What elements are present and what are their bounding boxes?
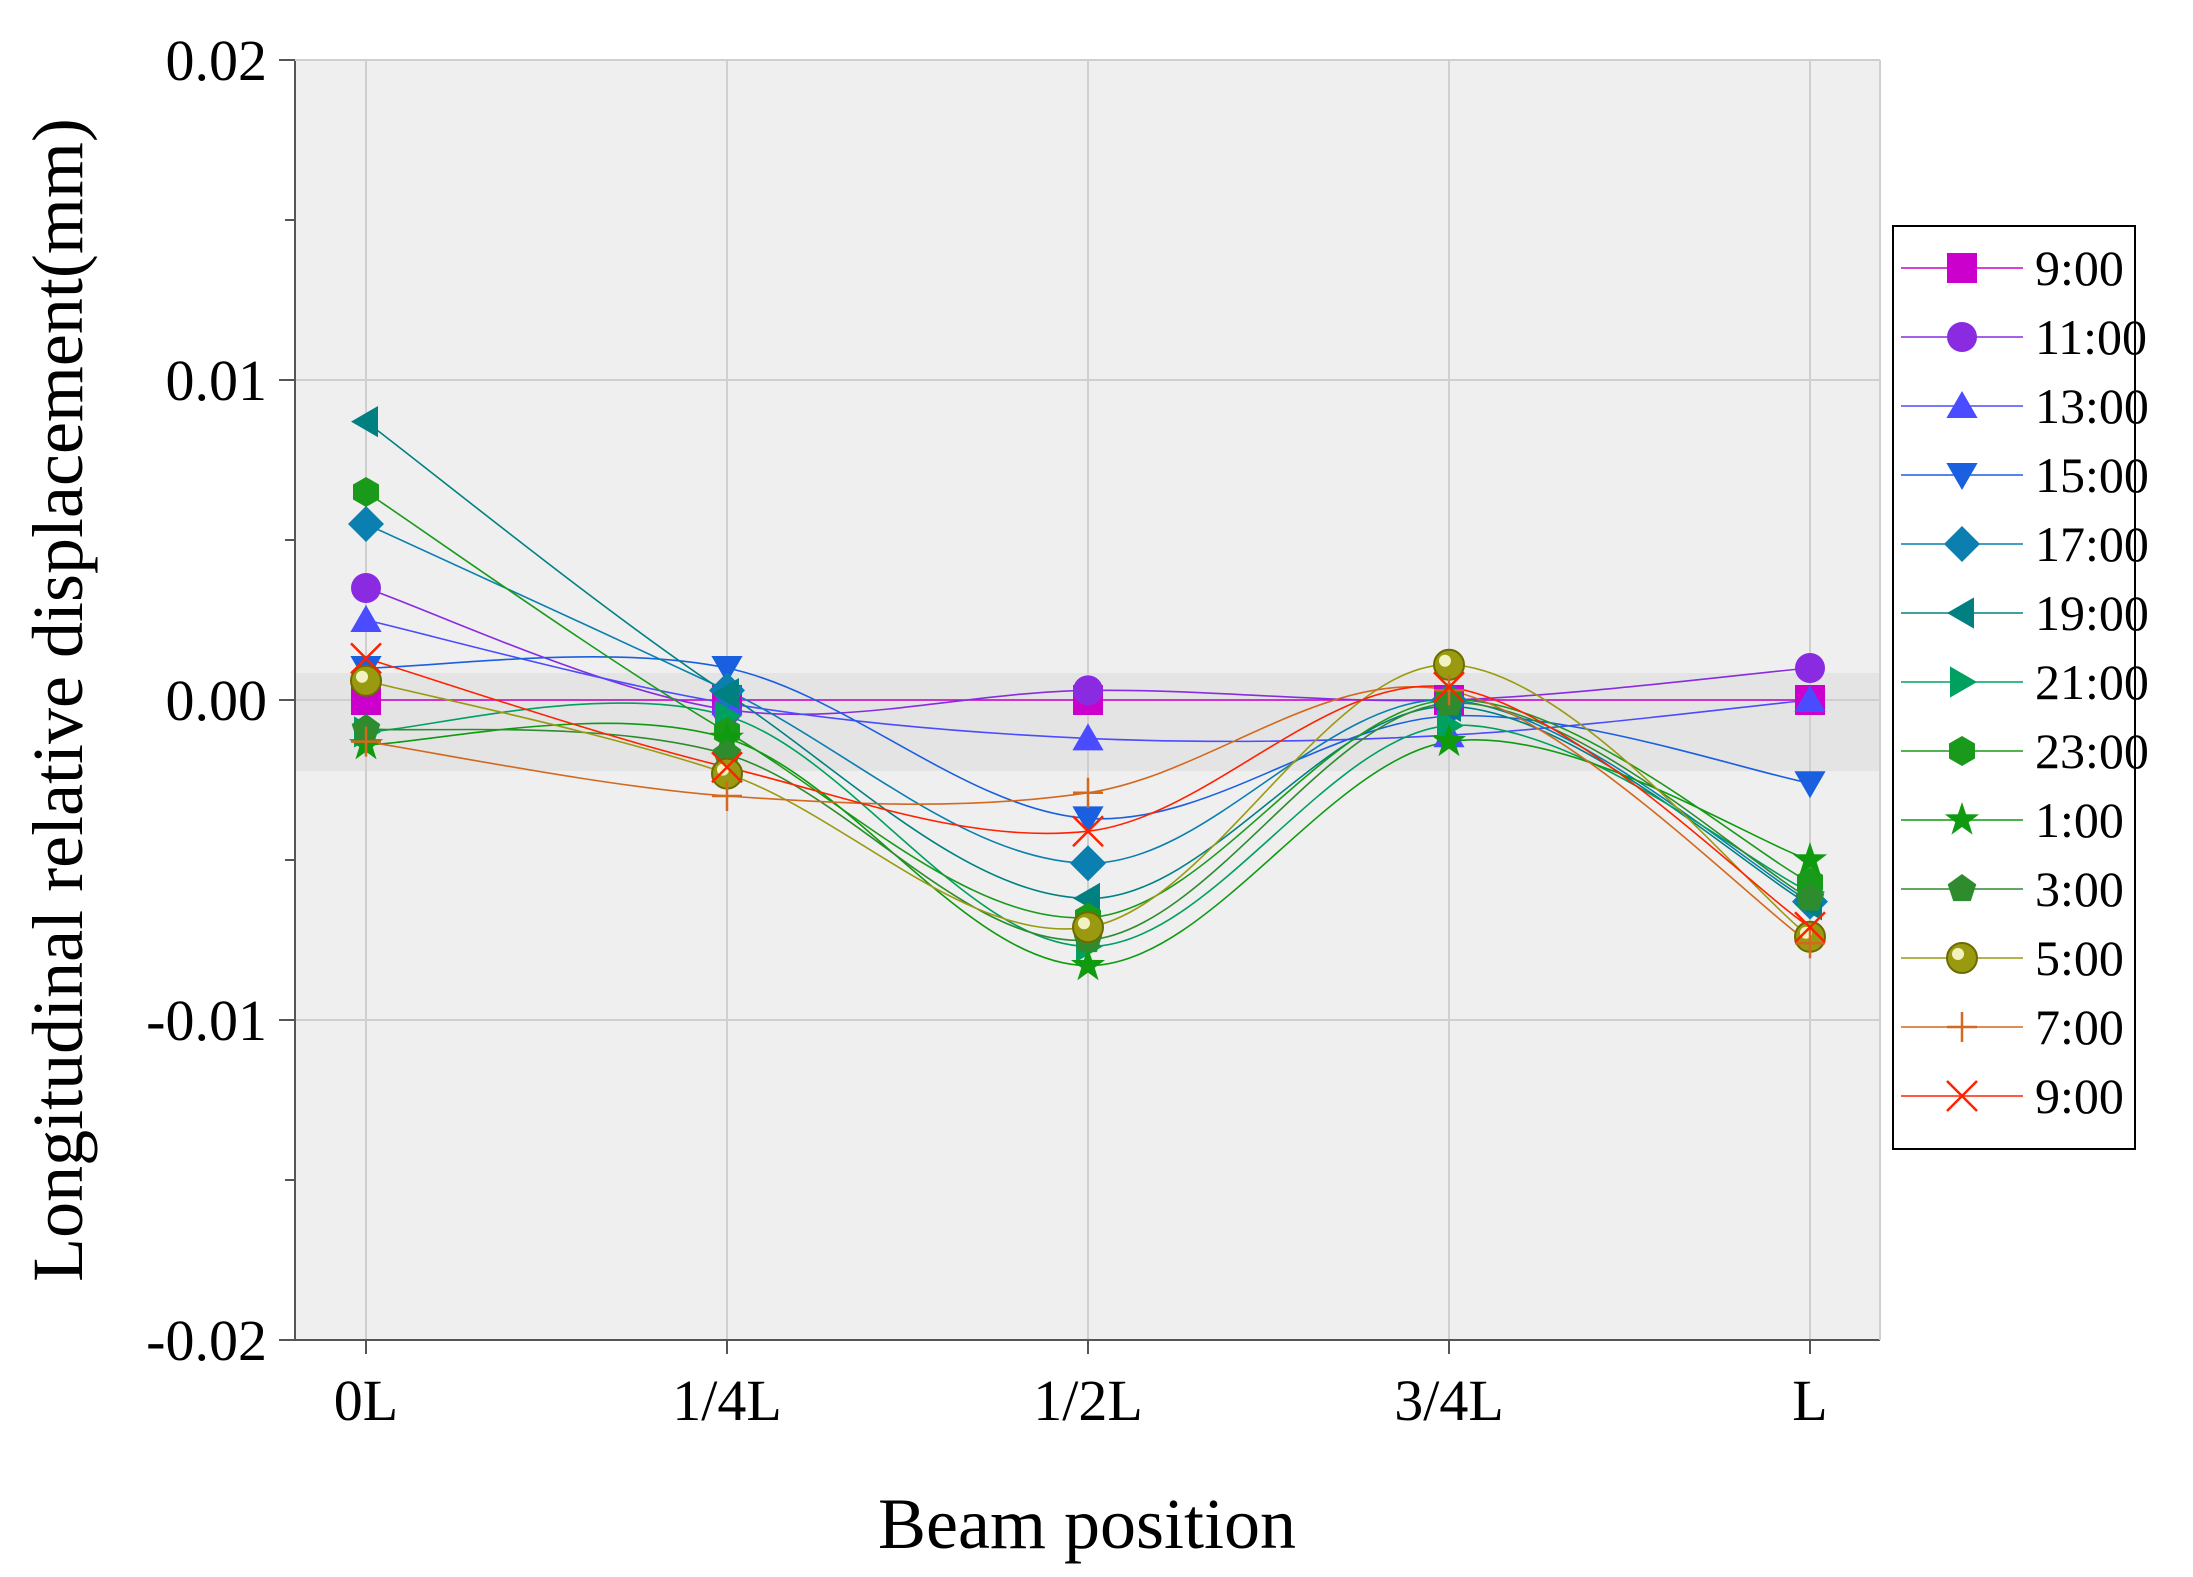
data-point-s12-p3	[1433, 671, 1465, 704]
data-point-s2-p2	[1072, 723, 1104, 751]
series-markers	[348, 406, 1828, 981]
legend-marker	[1947, 253, 1977, 283]
series-line-12	[365, 657, 1811, 928]
series-line-10	[365, 663, 1811, 938]
legend-box	[1892, 225, 2136, 1150]
legend-item-4: 17:00	[1901, 516, 2149, 572]
legend-label: 9:00	[2035, 1068, 2124, 1124]
x-tick-label: 1/2L	[1033, 1368, 1143, 1433]
data-point-s1-p4	[1795, 653, 1825, 683]
data-point-s8-p4	[1792, 842, 1828, 875]
tick-labels: 0.02 0.01 0.00 -0.01 -0.02 0L 1/4L 1/2L 3/4L L	[146, 28, 1828, 1433]
legend-item-2: 13:00	[1901, 378, 2149, 434]
legend: 9:00 11:00 13:00 15:00 17:00 19:00 21:00 23:00 1…	[1892, 225, 2149, 1150]
y-tick-label: 0.02	[166, 28, 268, 93]
legend-label: 11:00	[2035, 309, 2147, 365]
x-tick-label: 1/4L	[672, 1368, 782, 1433]
legend-item-10: 5:00	[1901, 930, 2124, 986]
legend-item-6: 21:00	[1901, 654, 2149, 710]
legend-marker	[1947, 874, 1977, 902]
x-tick-label: 0L	[334, 1368, 398, 1433]
x-tick-label: L	[1792, 1368, 1827, 1433]
legend-marker	[1947, 1012, 1977, 1042]
data-point-s1-p2	[1073, 675, 1103, 706]
data-point-s12-p4	[1794, 911, 1826, 944]
legend-item-5: 19:00	[1901, 585, 2149, 641]
data-point-s6-p3	[1437, 710, 1464, 742]
data-point-s11-p4	[1795, 928, 1825, 959]
data-point-s10-p3-highlight	[1439, 654, 1451, 667]
data-point-s8-p2	[1070, 947, 1106, 981]
data-point-s3-p2	[1072, 806, 1104, 834]
data-point-s10-p0	[350, 664, 382, 697]
legend-marker	[1944, 526, 1980, 562]
legend-label: 15:00	[2035, 447, 2149, 503]
legend-label: 9:00	[2035, 240, 2124, 296]
y-tick-label: 0.00	[166, 668, 268, 733]
legend-label: 23:00	[2035, 723, 2149, 779]
legend-marker	[1944, 802, 1980, 835]
legend-marker	[1949, 736, 1975, 766]
data-point-s12-p1	[711, 751, 743, 784]
legend-item-1: 11:00	[1901, 309, 2147, 365]
legend-marker	[1946, 942, 1978, 974]
legend-marker	[1950, 666, 1977, 698]
data-point-s10-p2-highlight	[1078, 917, 1090, 930]
data-point-s12-p2	[1072, 815, 1104, 848]
legend-label: 17:00	[2035, 516, 2149, 572]
legend-item-11: 7:00	[1901, 999, 2124, 1055]
data-point-s4-p2	[1070, 845, 1106, 882]
legend-item-3: 15:00	[1901, 447, 2149, 503]
axes	[279, 59, 1881, 1354]
x-axis-title: Beam position	[878, 1484, 1296, 1564]
legend-label: 3:00	[2035, 861, 2124, 917]
legend-label: 7:00	[2035, 999, 2124, 1055]
x-tick-label: 3/4L	[1394, 1368, 1504, 1433]
data-point-s3-p4	[1794, 771, 1826, 799]
data-point-s5-p0	[351, 406, 378, 438]
y-tick-label: -0.02	[146, 1308, 267, 1373]
data-point-s4-p0	[348, 506, 384, 542]
y-tick-label: 0.01	[166, 348, 268, 413]
legend-item-12: 9:00	[1901, 1068, 2124, 1124]
legend-marker	[1947, 322, 1977, 352]
data-point-s3-p1	[711, 656, 743, 683]
data-point-s9-p4	[1795, 883, 1825, 911]
legend-marker	[1946, 391, 1978, 418]
data-point-s10-p0-highlight	[356, 670, 368, 683]
legend-item-0: 9:00	[1901, 240, 2124, 296]
y-axis-title: Longitudinal relative displacement(mm)	[18, 118, 98, 1282]
y-tick-label: -0.01	[146, 988, 267, 1053]
data-point-s12-p0	[350, 642, 382, 675]
data-point-s10-p2	[1072, 911, 1104, 944]
legend-label: 1:00	[2035, 792, 2124, 848]
legend-marker-highlight	[1952, 948, 1964, 960]
legend-item-9: 3:00	[1901, 861, 2124, 917]
data-point-s1-p0	[351, 573, 381, 603]
data-point-s2-p0	[350, 605, 382, 632]
legend-marker	[1947, 597, 1974, 629]
legend-marker	[1946, 1080, 1978, 1112]
data-point-s5-p1	[712, 678, 739, 710]
legend-label: 21:00	[2035, 654, 2149, 710]
legend-label: 13:00	[2035, 378, 2149, 434]
data-point-s11-p3	[1434, 675, 1464, 706]
data-point-s8-p3	[1431, 723, 1467, 757]
legend-label: 5:00	[2035, 930, 2124, 986]
series-line-11	[365, 685, 1811, 944]
data-point-s11-p1	[712, 781, 742, 811]
data-point-s8-p1	[709, 720, 745, 753]
data-point-s11-p2	[1073, 777, 1103, 808]
data-point-s2-p4	[1794, 685, 1826, 712]
data-point-s11-p0	[351, 726, 381, 757]
data-point-s7-p0	[353, 477, 379, 507]
legend-marker	[1946, 463, 1978, 490]
legend-item-8: 1:00	[1901, 792, 2124, 848]
legend-item-7: 23:00	[1901, 723, 2149, 779]
legend-label: 19:00	[2035, 585, 2149, 641]
